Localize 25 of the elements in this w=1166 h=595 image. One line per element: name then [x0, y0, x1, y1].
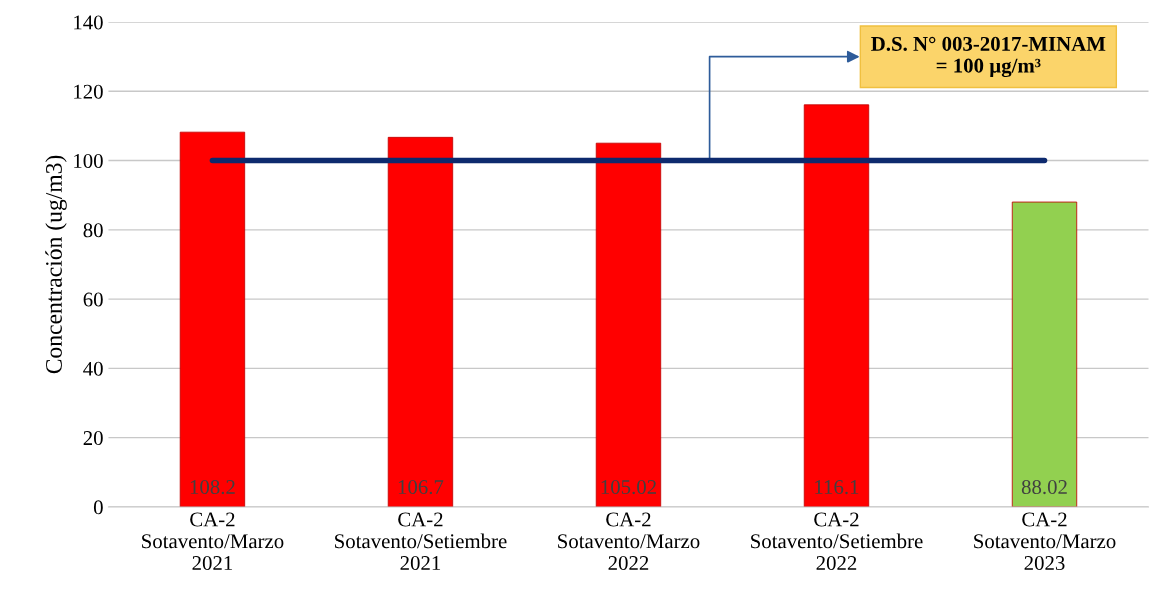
x-tick-label: CA-2 Sotavento/Marzo 2023 [974, 512, 1116, 571]
y-tick-label: 0 [93, 500, 103, 515]
bar [387, 136, 454, 507]
y-tick-label: 140 [74, 15, 103, 30]
data-label: 116.1 [815, 480, 859, 495]
y-tick-label: 80 [83, 223, 103, 238]
bar [1011, 201, 1078, 507]
x-tick-label: CA-2 Sotavento/Marzo 2021 [142, 512, 284, 571]
y-tick-label: 120 [74, 84, 103, 99]
x-tick-label: CA-2 Sotavento/Setiembre 2022 [751, 512, 923, 571]
y-axis-title: Concentración (ug/m3) [45, 155, 67, 374]
data-label: 88.02 [1021, 479, 1067, 495]
y-tick-label: 60 [83, 292, 103, 307]
ref-line-label: D.S. N° 003-2017-MINAM = 100 µg/m³ [871, 36, 1106, 78]
data-label: 108.2 [190, 479, 235, 495]
bar [803, 104, 870, 507]
bar [179, 131, 246, 507]
y-tick-label: 100 [74, 153, 103, 168]
x-tick-label: CA-2 Sotavento/Setiembre 2021 [335, 512, 507, 571]
data-label: 105.02 [601, 479, 656, 495]
bar [595, 142, 662, 507]
y-tick-label: 40 [83, 361, 103, 376]
y-tick-label: 20 [83, 431, 103, 446]
data-label: 106.7 [398, 479, 444, 495]
x-tick-label: CA-2 Sotavento/Marzo 2022 [558, 512, 700, 571]
